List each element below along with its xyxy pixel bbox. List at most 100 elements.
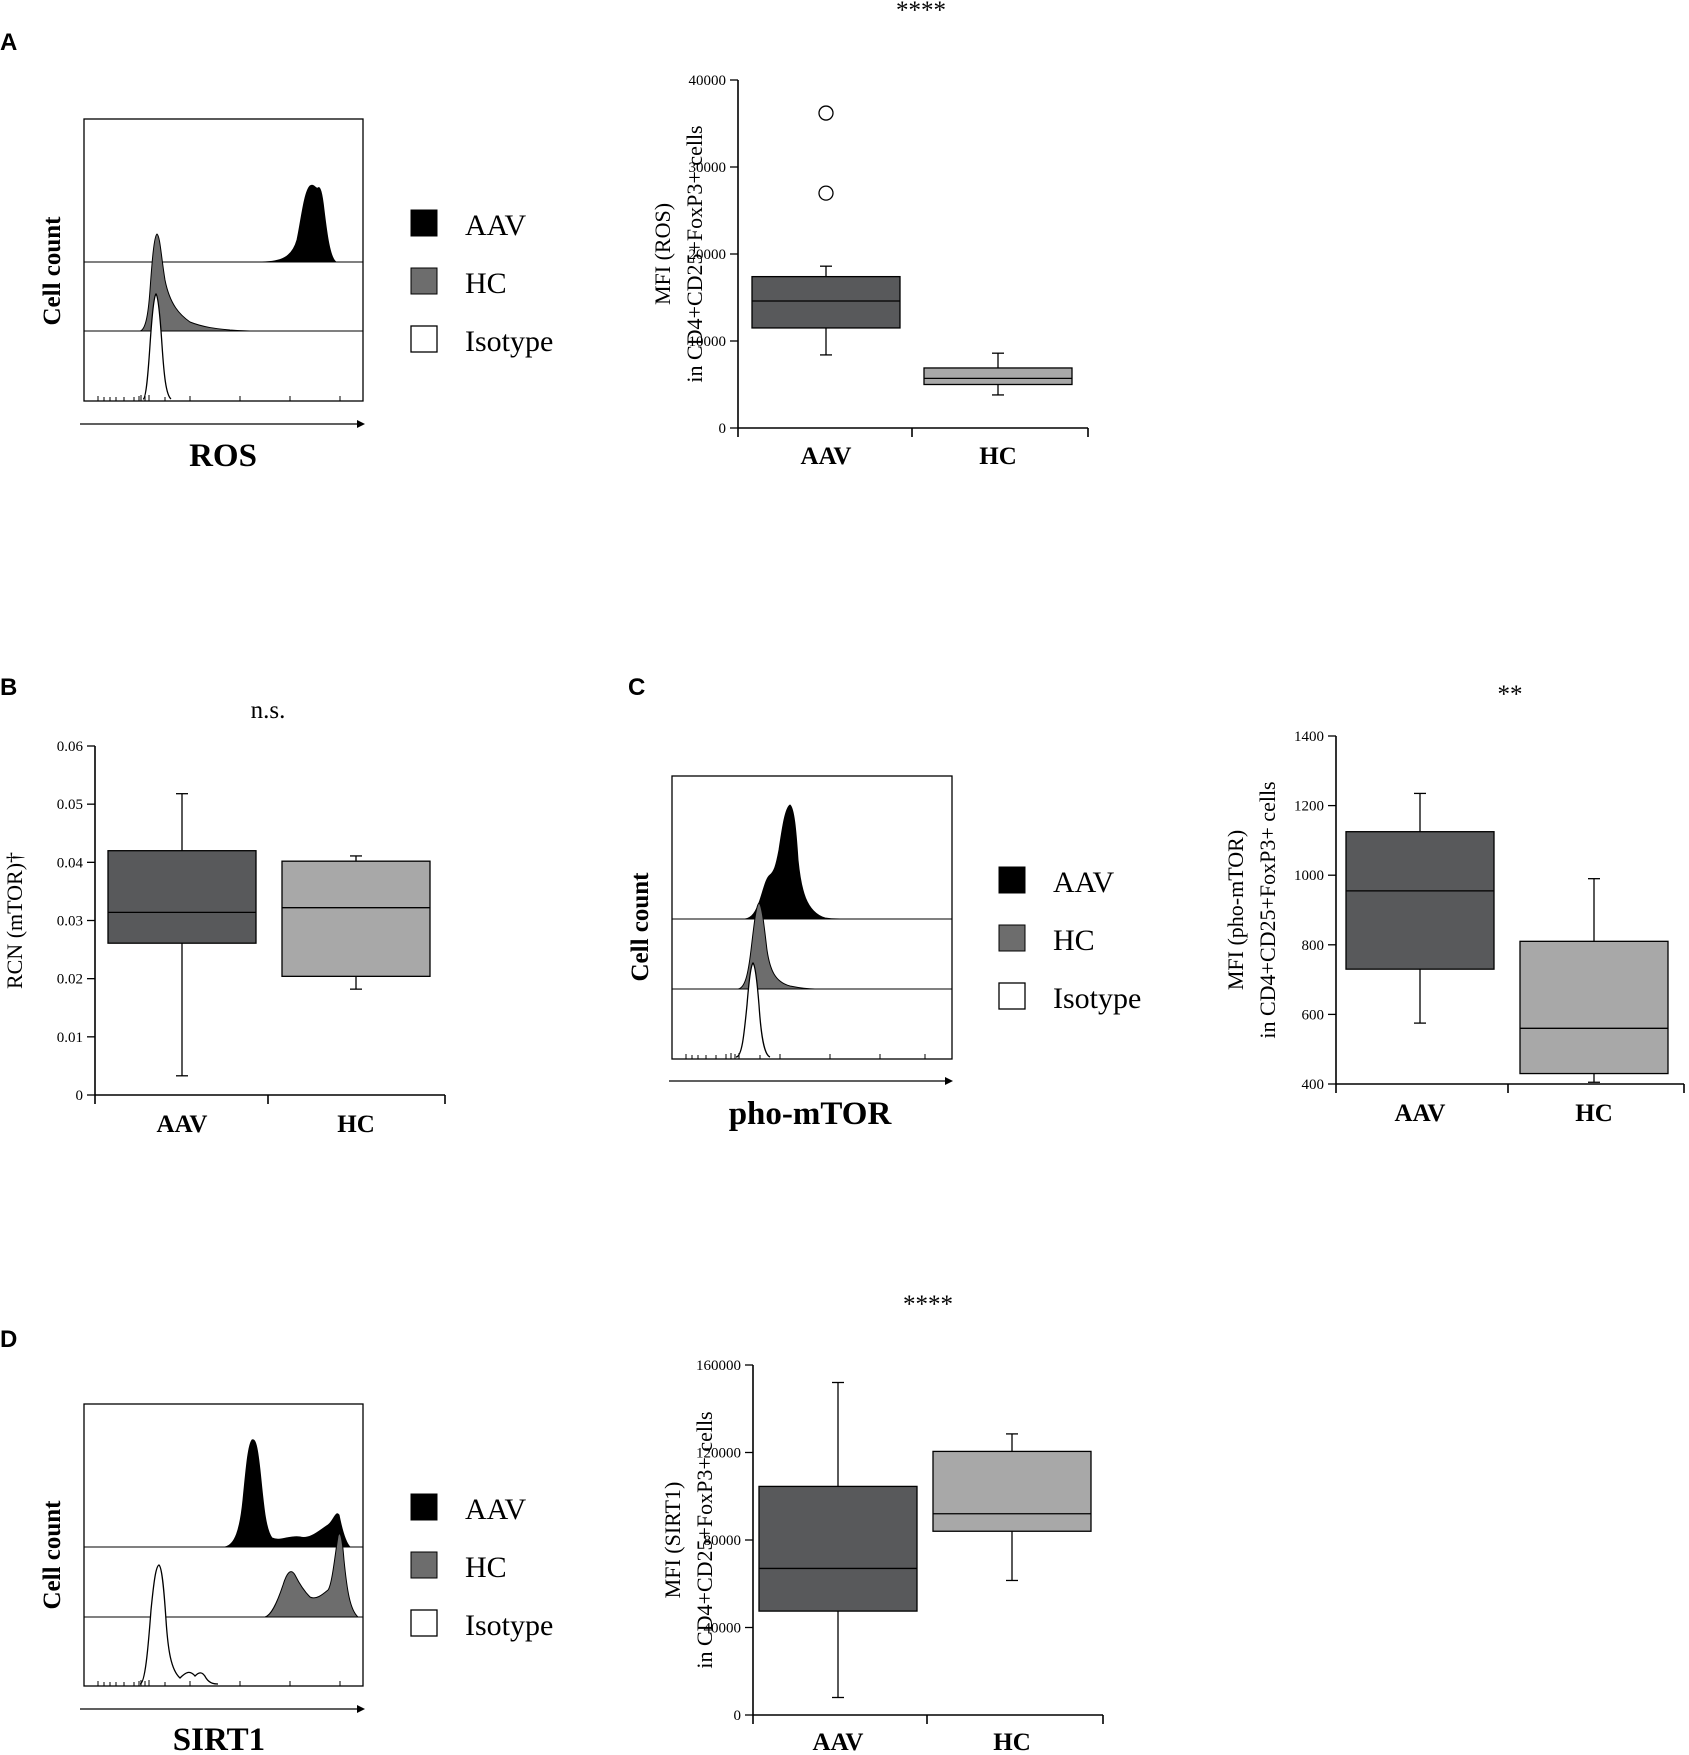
box-aav [1345,831,1495,970]
y-axis-title: RCN (mTOR)† [2,852,27,989]
panel-letter-b: B [0,674,17,701]
panel-letter-d: D [0,1326,17,1353]
boxplot-b: 0 0.01 0.02 0.03 0.04 0.05 0.06 AAV HC n.s. RCN (m… [2,697,446,1138]
histogram-frame [671,775,953,1060]
category-label: HC [979,443,1017,470]
y-tick-label: 0.06 [57,739,84,755]
y-tick-label: 600 [1302,1007,1325,1023]
histogram-peak-aav [261,184,338,263]
y-axis-title: MFI (pho-mTOR) [1223,830,1248,990]
y-tick-label: 1200 [1294,799,1324,815]
boxplot-c: 400 600 800 1000 1200 1400 AAV HC ** MFI (pho-mTO… [1223,681,1685,1127]
histogram-ticks [685,1053,926,1059]
arrow-right-icon [357,1705,365,1713]
histogram-y-label: Cell count [39,1500,66,1610]
histogram-d: SIRT1 Cell count AAV HC Isotype [39,1403,553,1755]
legend-label-aav: AAV [465,209,526,242]
box-hc [281,860,431,977]
box-hc [923,367,1073,386]
y-axis-title: MFI (SIRT1) [660,1482,685,1599]
legend-swatch-aav [410,1493,438,1521]
arrow-right-icon [945,1077,953,1085]
y-tick-label: 0.03 [57,914,83,930]
boxplot-a: 0 10000 20000 30000 40000 AAV HC **** MFI (ROS) i… [650,0,1089,470]
histogram-c: pho-mTOR Cell count AAV HC Isotype [627,775,1141,1132]
y-tick-label: 0 [719,421,727,437]
legend-label-aav: AAV [465,1493,526,1526]
category-label: AAV [813,1729,864,1755]
y-axis-title: in CD4+CD25+FoxP3+ cells [682,125,707,382]
legend-label-isotype: Isotype [1053,982,1141,1015]
box-hc [1519,940,1669,1075]
outlier-point [818,105,834,121]
histogram-ticks [97,395,341,401]
histogram-ticks [97,1680,341,1686]
y-axis-title: in CD4+CD25+FoxP3+ cells [692,1411,717,1668]
legend-swatch-aav [998,866,1026,894]
histogram-y-label: Cell count [627,872,654,982]
histogram-legend: AAV HC Isotype [998,866,1141,1015]
arrow-right-icon [357,420,365,428]
legend-swatch-hc [410,267,438,295]
histogram-peak-aav [224,1439,352,1548]
y-axis-title: in CD4+CD25+FoxP3+ cells [1255,781,1280,1038]
legend-label-isotype: Isotype [465,325,553,358]
y-tick-label: 160000 [696,1358,741,1374]
histogram-peak-hc [139,233,256,332]
y-tick-label: 120000 [696,1446,741,1462]
histogram-peak-hc [737,902,816,990]
boxplot-d: 0 40000 80000 120000 160000 AAV HC **** MFI (SIR… [660,1291,1104,1755]
legend-swatch-hc [998,924,1026,952]
y-tick-label: 0.05 [57,797,83,813]
legend-swatch-aav [410,209,438,237]
y-tick-label: 800 [1302,938,1325,954]
box-hc [932,1450,1092,1532]
histogram-peak-isotype [139,1564,219,1685]
y-tick-label: 1400 [1294,729,1324,745]
legend-label-aav: AAV [1053,866,1114,899]
outlier-point [818,185,834,201]
histogram-peak-isotype [142,293,172,400]
legend-swatch-isotype [410,1609,438,1637]
y-axis-title: MFI (ROS) [650,203,675,305]
legend-label-hc: HC [1053,924,1095,957]
histogram-peak-isotype [735,962,771,1058]
histogram-x-label: pho-mTOR [729,1096,893,1132]
box-aav [758,1485,918,1612]
histogram-a: ROS Cell count AAV HC Isotype [39,118,553,474]
y-tick-label: 20000 [689,247,727,263]
y-tick-label: 0.01 [57,1030,83,1046]
y-tick-label: 0.04 [57,855,84,871]
y-tick-label: 10000 [689,334,727,350]
box-aav [751,275,901,329]
legend-label-hc: HC [465,267,507,300]
significance-label: **** [896,0,946,24]
category-label: HC [1575,1100,1613,1127]
category-label: HC [337,1111,375,1138]
y-tick-label: 1000 [1294,868,1324,884]
histogram-y-label: Cell count [39,216,66,326]
significance-label: **** [903,1291,953,1318]
histogram-legend: AAV HC Isotype [410,209,553,358]
category-label: AAV [1395,1100,1446,1127]
histogram-x-label: ROS [189,438,257,474]
legend-swatch-hc [410,1551,438,1579]
y-tick-label: 40000 [689,73,727,89]
y-tick-label: 0.02 [57,972,83,988]
y-tick-label: 400 [1302,1077,1325,1093]
panel-letter-a: A [0,29,17,56]
y-tick-label: 30000 [689,160,727,176]
significance-label: n.s. [251,697,286,724]
histogram-x-label: SIRT1 [173,1722,265,1755]
y-tick-label: 0 [76,1088,84,1104]
panel-letter-c: C [628,674,645,701]
category-label: AAV [157,1111,208,1138]
histogram-frame [83,118,364,402]
box-aav [107,850,257,944]
y-tick-label: 40000 [704,1621,742,1637]
category-label: HC [993,1729,1031,1755]
legend-swatch-isotype [998,982,1026,1010]
legend-swatch-isotype [410,325,438,353]
y-tick-label: 0 [734,1708,742,1724]
